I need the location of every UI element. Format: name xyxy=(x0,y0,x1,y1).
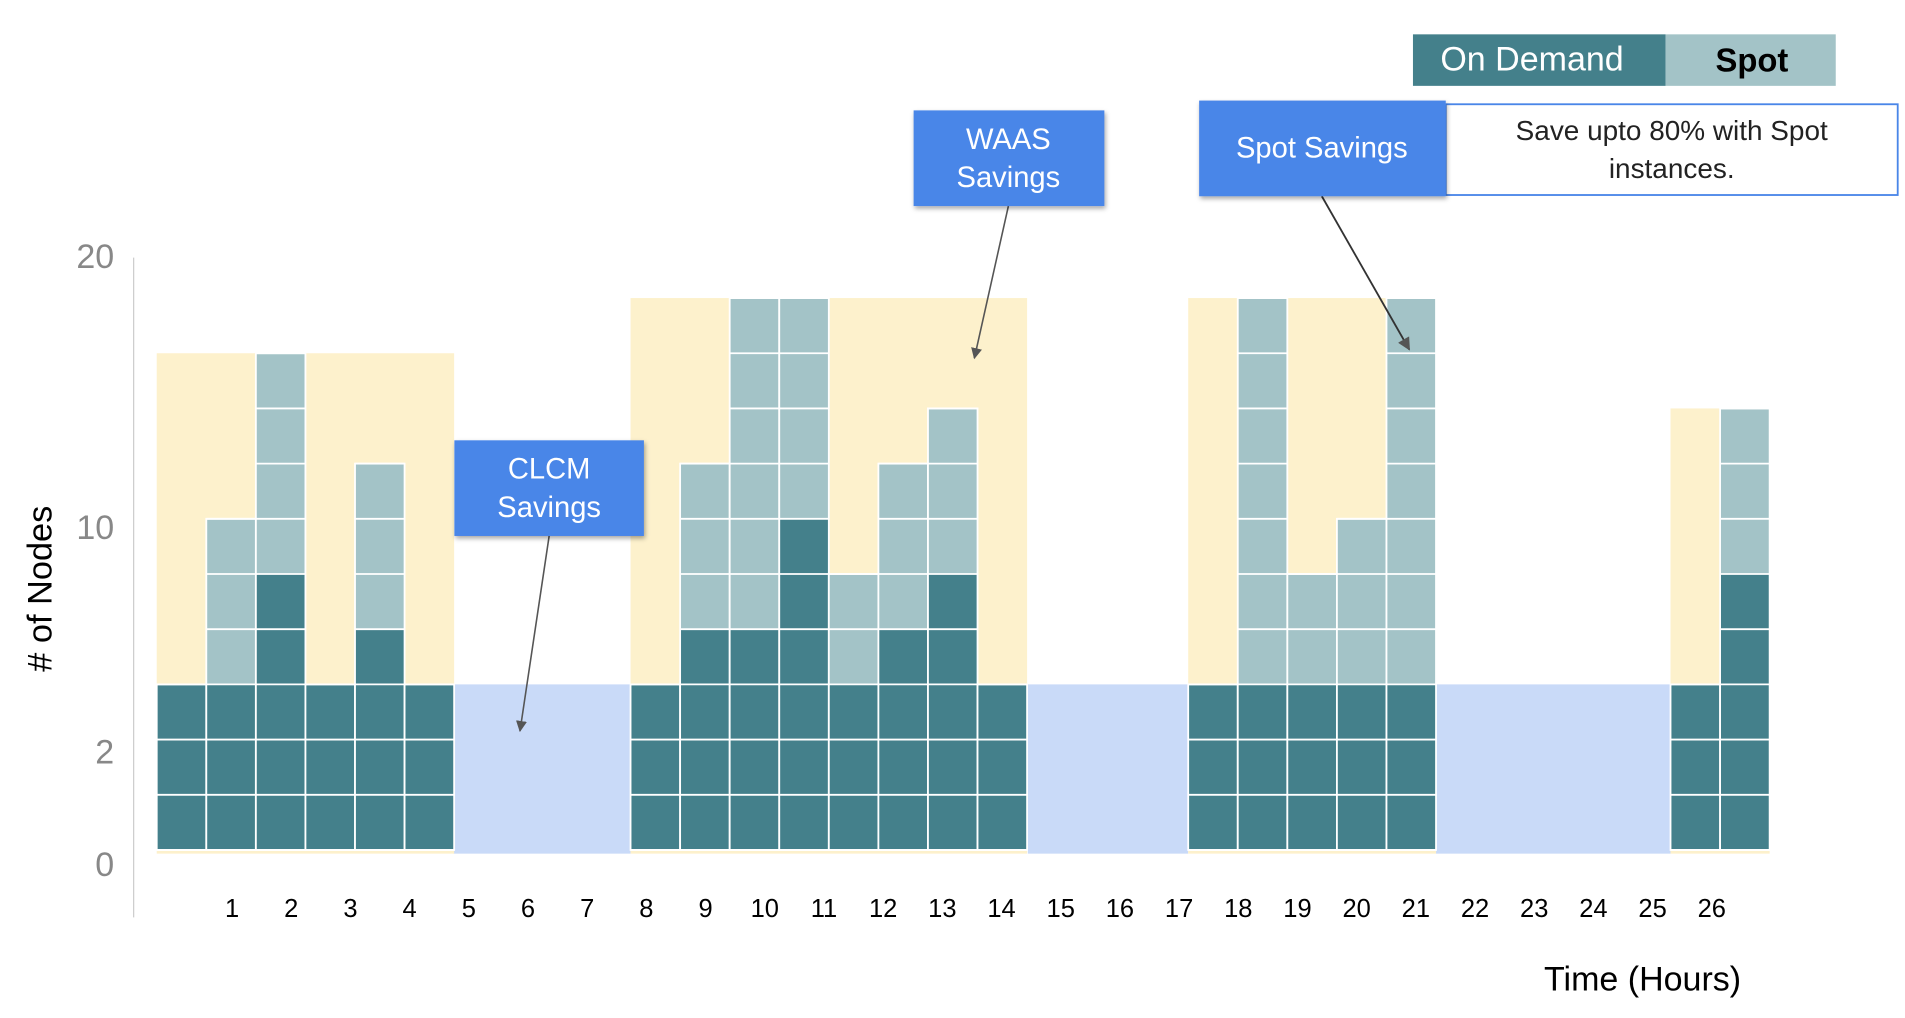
spot-stack xyxy=(878,463,928,630)
legend-on-demand xyxy=(1412,34,1666,86)
x-tick-label: 13 xyxy=(928,895,956,923)
y-tick-label: 20 xyxy=(76,238,114,276)
x-tick-label: 2 xyxy=(284,895,298,923)
on-demand-stack xyxy=(828,684,879,850)
block-outline xyxy=(403,683,456,851)
y-tick-label: 2 xyxy=(95,733,114,771)
x-tick-label: 24 xyxy=(1579,895,1607,923)
x-tick-label: 14 xyxy=(987,895,1015,923)
x-tick-label: 25 xyxy=(1638,895,1666,923)
callout-box xyxy=(1199,100,1446,197)
arrow xyxy=(971,205,1010,360)
y-axis-title: # of Nodes xyxy=(22,506,60,672)
clcm-gap xyxy=(1436,684,1671,854)
clcm-gap xyxy=(453,684,631,854)
spot-stack xyxy=(1386,298,1437,685)
callout-text: Savings xyxy=(957,161,1061,194)
on-demand-stack xyxy=(1386,684,1437,850)
spot-stack xyxy=(355,463,405,630)
x-tick-label: 20 xyxy=(1342,895,1370,923)
on-demand-stack xyxy=(977,684,1028,850)
on-demand-stack xyxy=(1670,684,1721,850)
on-demand-stack xyxy=(1720,574,1770,850)
y-tick-label: 10 xyxy=(76,509,114,547)
on-demand-stack xyxy=(1237,684,1288,850)
callout-text: WAAS xyxy=(966,123,1051,156)
note-box xyxy=(1444,103,1899,196)
on-demand-stack xyxy=(206,684,256,850)
x-tick-label: 6 xyxy=(521,895,535,923)
x-tick-label: 15 xyxy=(1047,895,1075,923)
x-tick-label: 3 xyxy=(343,895,357,923)
clcm-gap xyxy=(1027,684,1189,854)
y-tick-label: 0 xyxy=(95,846,114,884)
x-tick-label: 9 xyxy=(698,895,712,923)
on-demand-stack xyxy=(630,684,681,850)
callout-text: Savings xyxy=(497,491,601,524)
spot-stack xyxy=(927,408,978,575)
x-tick-label: 16 xyxy=(1106,895,1134,923)
x-tick-label: 1 xyxy=(225,895,239,923)
x-tick-label: 10 xyxy=(751,895,779,923)
arrow xyxy=(1321,195,1411,351)
callout-text: CLCM xyxy=(508,453,591,486)
on-demand-stack xyxy=(1188,684,1238,850)
callout-text: Spot Savings xyxy=(1236,131,1408,164)
spot-stack xyxy=(1720,408,1770,575)
block-outline xyxy=(254,352,307,851)
note-text: Save upto 80% with Spot xyxy=(1516,115,1828,146)
block-outline xyxy=(354,462,406,851)
x-tick-label: 17 xyxy=(1165,895,1193,923)
x-tick-label: 26 xyxy=(1698,895,1726,923)
on-demand-stack xyxy=(305,684,356,850)
on-demand-stack xyxy=(1336,684,1387,850)
x-tick-label: 19 xyxy=(1283,895,1311,923)
spot-stack xyxy=(680,463,730,630)
on-demand-stack xyxy=(255,574,306,850)
on-demand-stack xyxy=(404,684,455,850)
on-demand-stack xyxy=(927,574,978,850)
note-text: instances. xyxy=(1609,153,1735,184)
legend-label: Spot xyxy=(1715,41,1788,78)
on-demand-stack xyxy=(1287,684,1337,850)
x-tick-label: 23 xyxy=(1520,895,1548,923)
block-outline xyxy=(927,407,979,851)
callout-box xyxy=(913,110,1105,207)
spot-stack xyxy=(1336,518,1387,685)
x-tick-label: 5 xyxy=(462,895,476,923)
callout-box xyxy=(454,440,644,536)
x-tick-label: 11 xyxy=(811,895,837,923)
legend-label: On Demand xyxy=(1440,40,1623,78)
block-outline xyxy=(1385,297,1437,851)
block-outline xyxy=(1719,407,1771,851)
spot-stack xyxy=(1237,298,1288,685)
x-tick-label: 8 xyxy=(639,895,653,923)
x-tick-label: 18 xyxy=(1224,895,1252,923)
x-tick-label: 21 xyxy=(1402,895,1430,923)
x-tick-label: 12 xyxy=(869,895,897,923)
arrow xyxy=(516,535,550,733)
spot-stack xyxy=(206,518,256,685)
x-tick-label: 22 xyxy=(1461,895,1489,923)
legend-spot xyxy=(1665,34,1836,86)
block-outline xyxy=(976,683,1029,851)
x-tick-label: 7 xyxy=(580,895,594,923)
x-axis-title: Time (Hours) xyxy=(1544,960,1741,998)
on-demand-stack xyxy=(156,684,207,850)
x-tick-label: 4 xyxy=(403,895,417,923)
